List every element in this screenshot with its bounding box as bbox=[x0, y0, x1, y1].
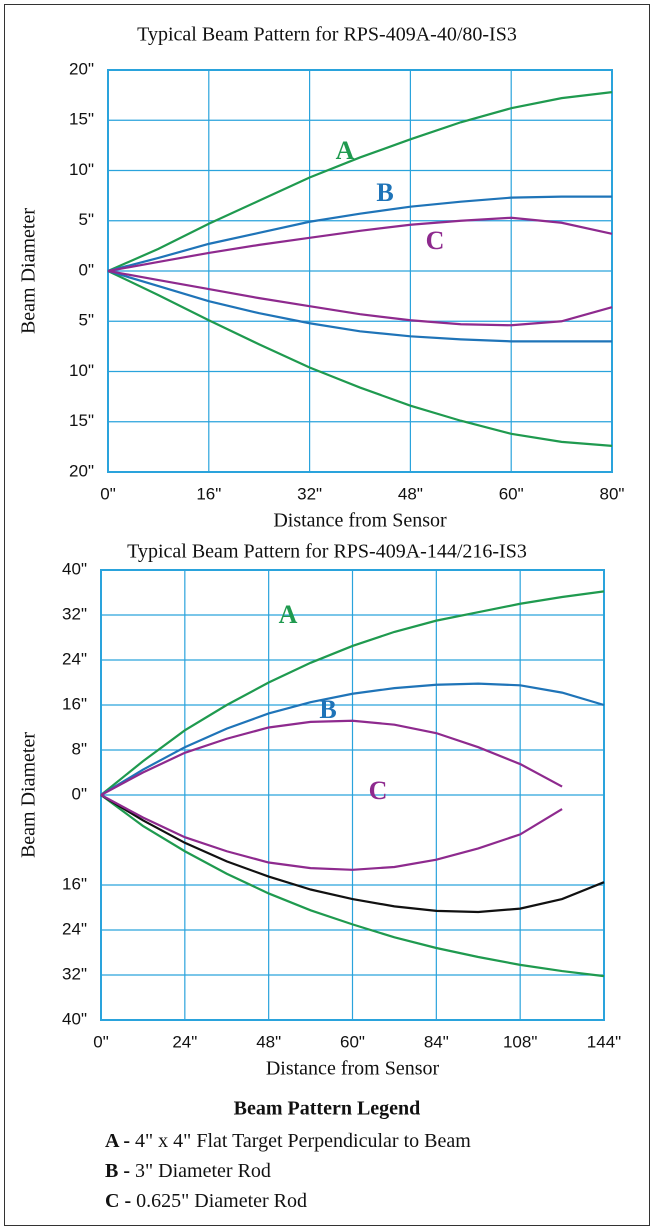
y-tick-label: 24" bbox=[62, 919, 87, 938]
lower-line bbox=[107, 269, 613, 327]
series-label: A bbox=[336, 136, 355, 165]
y-tick-label: 16" bbox=[62, 874, 87, 893]
y-tick-label: 10" bbox=[69, 361, 94, 380]
y-tick-label: 32" bbox=[62, 964, 87, 983]
y-tick-label: 24" bbox=[62, 649, 87, 668]
legend-item: B -3" Diameter Rod bbox=[105, 1160, 271, 1182]
x-tick-label: 108" bbox=[503, 1032, 537, 1051]
y-axis-label: Beam Diameter bbox=[18, 732, 40, 858]
legend-text: 3" Diameter Rod bbox=[135, 1160, 271, 1182]
legend-key: C - bbox=[105, 1190, 131, 1212]
x-axis-label: Distance from Sensor bbox=[266, 1058, 440, 1080]
legend-key: B - bbox=[105, 1160, 130, 1182]
y-tick-label: 40" bbox=[62, 1009, 87, 1028]
y-tick-label: 5" bbox=[79, 311, 95, 330]
upper-line bbox=[100, 682, 605, 796]
chart-title: Typical Beam Pattern for RPS-409A-144/21… bbox=[127, 541, 527, 563]
legend-title: Beam Pattern Legend bbox=[234, 1098, 421, 1120]
x-tick-label: 48" bbox=[256, 1032, 281, 1051]
upper-line bbox=[100, 590, 605, 796]
upper-line bbox=[107, 91, 613, 273]
series-label: B bbox=[319, 695, 336, 724]
y-tick-label: 16" bbox=[62, 694, 87, 713]
series-label: C bbox=[369, 776, 388, 805]
y-tick-label: 5" bbox=[79, 210, 95, 229]
x-tick-label: 24" bbox=[172, 1032, 197, 1051]
legend-item: C -0.625" Diameter Rod bbox=[105, 1190, 307, 1212]
upper-line bbox=[107, 195, 612, 273]
x-tick-label: 144" bbox=[587, 1032, 621, 1051]
x-tick-label: 48" bbox=[398, 484, 423, 503]
x-axis-label: Distance from Sensor bbox=[273, 510, 447, 532]
lower-line bbox=[107, 269, 612, 343]
y-tick-label: 15" bbox=[69, 411, 94, 430]
x-tick-label: 84" bbox=[424, 1032, 449, 1051]
upper-line bbox=[100, 719, 563, 796]
legend-key: A - bbox=[105, 1130, 130, 1152]
lower-line bbox=[100, 794, 563, 871]
upper-line bbox=[107, 216, 613, 273]
legend-item: A -4" x 4" Flat Target Perpendicular to … bbox=[105, 1130, 471, 1152]
y-tick-label: 0" bbox=[79, 260, 95, 279]
lower-line bbox=[107, 270, 613, 447]
x-tick-label: 0" bbox=[93, 1032, 109, 1051]
legend-text: 4" x 4" Flat Target Perpendicular to Bea… bbox=[135, 1130, 471, 1152]
y-tick-label: 15" bbox=[69, 110, 94, 129]
y-tick-label: 10" bbox=[69, 160, 94, 179]
chart-title: Typical Beam Pattern for RPS-409A-40/80-… bbox=[137, 24, 517, 46]
lower-line bbox=[100, 794, 605, 978]
y-tick-label: 0" bbox=[72, 784, 88, 803]
x-tick-label: 32" bbox=[297, 484, 322, 503]
x-tick-label: 16" bbox=[196, 484, 221, 503]
y-tick-label: 20" bbox=[69, 59, 94, 78]
x-tick-label: 60" bbox=[340, 1032, 365, 1051]
y-axis-label: Beam Diameter bbox=[18, 208, 40, 334]
x-tick-label: 80" bbox=[600, 484, 625, 503]
legend-text: 0.625" Diameter Rod bbox=[136, 1190, 307, 1212]
lower-line bbox=[100, 794, 605, 914]
series-label: A bbox=[279, 600, 298, 629]
y-tick-label: 8" bbox=[72, 739, 88, 758]
series-label: C bbox=[426, 226, 445, 255]
y-tick-label: 20" bbox=[69, 461, 94, 480]
border bbox=[4, 4, 650, 1226]
y-tick-label: 32" bbox=[62, 604, 87, 623]
series-label: B bbox=[376, 178, 393, 207]
x-tick-label: 0" bbox=[100, 484, 116, 503]
x-tick-label: 60" bbox=[499, 484, 524, 503]
y-tick-label: 40" bbox=[62, 559, 87, 578]
